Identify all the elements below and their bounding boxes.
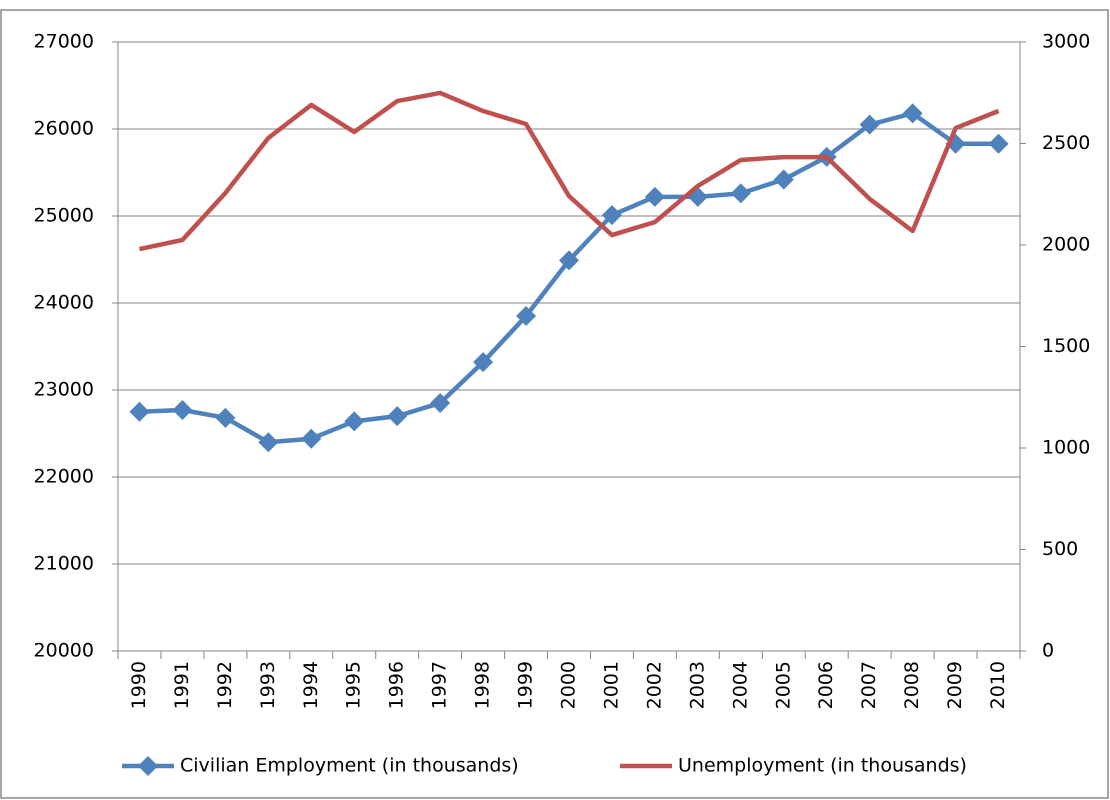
x-tick-label: 1995 <box>343 661 365 709</box>
y2-tick-label: 3000 <box>1042 31 1090 53</box>
x-tick-label: 2010 <box>987 661 1009 709</box>
y2-tick-label: 500 <box>1042 538 1078 560</box>
series-marker <box>129 401 150 422</box>
x-tick-label: 1997 <box>429 661 451 709</box>
x-tick-label: 1992 <box>214 661 236 709</box>
y-tick-label: 23000 <box>34 379 94 401</box>
x-tick-label: 2003 <box>686 661 708 709</box>
legend-label: Civilian Employment (in thousands) <box>180 755 519 777</box>
x-tick-label: 2005 <box>772 661 794 709</box>
x-tick-label: 2004 <box>729 661 751 709</box>
y2-tick-label: 2500 <box>1042 132 1090 154</box>
y2-tick-label: 0 <box>1042 640 1054 662</box>
series-marker <box>773 169 794 190</box>
y-tick-label: 24000 <box>34 292 94 314</box>
series-marker <box>601 205 622 226</box>
series-marker <box>516 306 537 327</box>
series-marker <box>172 400 193 421</box>
series-marker <box>387 406 408 427</box>
series-marker <box>344 411 365 432</box>
series-marker <box>215 407 236 428</box>
legend-marker <box>138 756 158 776</box>
chart-frame <box>0 9 1109 799</box>
x-tick-label: 1994 <box>300 661 322 709</box>
series-marker <box>644 186 665 207</box>
x-tick-label: 1990 <box>128 661 150 709</box>
y-tick-label: 20000 <box>34 640 94 662</box>
y-tick-label: 25000 <box>34 205 94 227</box>
legend-label: Unemployment (in thousands) <box>678 755 967 777</box>
series-line <box>139 90 1000 252</box>
y-tick-label: 26000 <box>34 118 94 140</box>
x-tick-label: 2009 <box>944 661 966 709</box>
series-marker <box>988 133 1009 154</box>
series-marker <box>473 352 494 373</box>
y2-tick-label: 2000 <box>1042 234 1090 256</box>
series-marker <box>559 250 579 271</box>
series-marker <box>258 432 279 453</box>
series-marker <box>430 393 451 414</box>
x-tick-label: 2001 <box>600 661 622 709</box>
x-tick-label: 1996 <box>386 661 408 709</box>
series-marker <box>730 183 751 204</box>
y2-tick-label: 1000 <box>1042 437 1090 459</box>
series-marker <box>859 114 880 135</box>
x-tick-label: 1999 <box>515 661 537 709</box>
x-tick-label: 1998 <box>472 661 494 709</box>
series-marker <box>902 103 923 124</box>
x-tick-label: 2000 <box>558 661 580 709</box>
y-tick-label: 21000 <box>34 553 94 575</box>
x-tick-label: 2007 <box>858 661 880 709</box>
x-tick-label: 1993 <box>257 661 279 709</box>
y2-tick-label: 1500 <box>1042 335 1090 357</box>
x-tick-label: 1991 <box>171 661 193 709</box>
series-marker <box>301 428 322 449</box>
x-tick-label: 2002 <box>643 661 665 709</box>
y-tick-label: 22000 <box>34 466 94 488</box>
x-tick-label: 2008 <box>901 661 923 709</box>
y-tick-label: 27000 <box>34 31 94 53</box>
x-tick-label: 2006 <box>815 661 837 709</box>
